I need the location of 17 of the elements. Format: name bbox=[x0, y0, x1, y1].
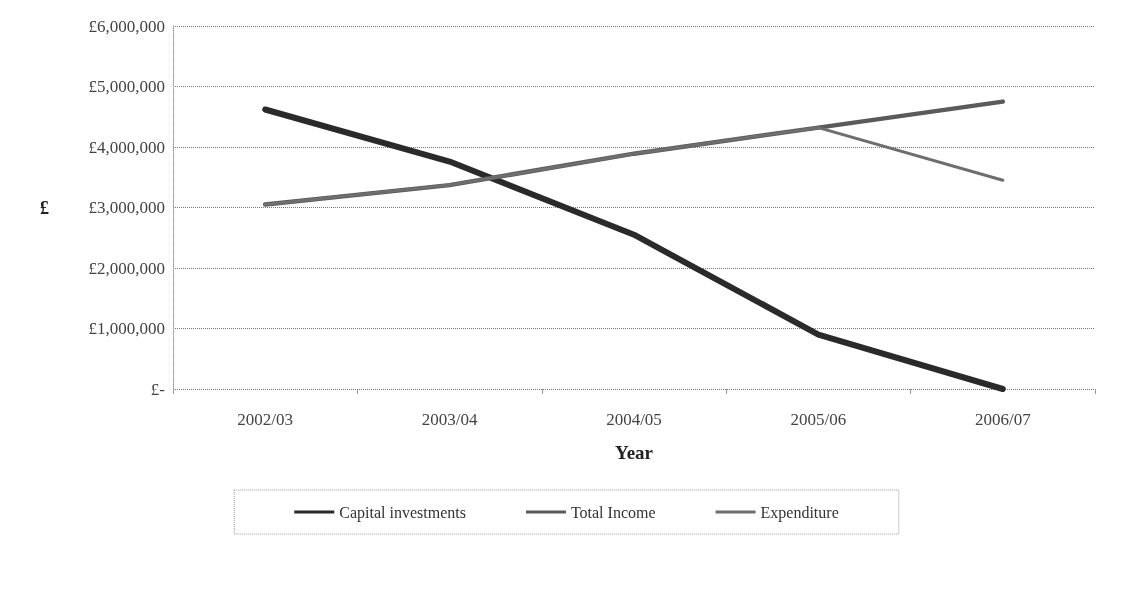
y-tick-label: £3,000,000 bbox=[88, 198, 165, 217]
y-tick-label: £1,000,000 bbox=[88, 319, 165, 338]
x-tick-label: 2002/03 bbox=[237, 410, 294, 429]
y-axis-title: £ bbox=[40, 197, 49, 218]
legend-label: Capital investments bbox=[339, 503, 466, 522]
legend-label: Total Income bbox=[570, 503, 656, 521]
x-axis-title: Year bbox=[615, 442, 654, 463]
y-tick-label: £4,000,000 bbox=[88, 137, 165, 157]
y-tick-label: £2,000,000 bbox=[88, 258, 165, 278]
y-tick-label: £5,000,000 bbox=[88, 77, 165, 96]
y-tick-label: £- bbox=[150, 379, 166, 399]
y-tick-label: £6,000,000 bbox=[88, 16, 165, 36]
x-tick-label: 2005/06 bbox=[790, 410, 847, 429]
legend-label: Expenditure bbox=[760, 503, 839, 522]
x-tick-label: 2004/05 bbox=[606, 410, 662, 429]
x-tick-label: 2003/04 bbox=[421, 410, 478, 429]
x-tick-label: 2006/07 bbox=[974, 410, 1032, 429]
